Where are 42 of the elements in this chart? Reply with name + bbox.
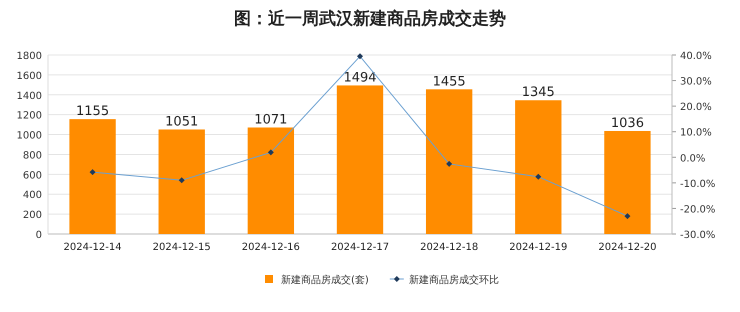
y-tick-label: 1400 [16, 90, 42, 102]
y2-tick-label: -10.0% [680, 178, 716, 190]
y2-tick-label: 30.0% [680, 76, 712, 88]
y-tick-label: 1200 [16, 110, 42, 122]
data-label: 1345 [522, 85, 555, 100]
bar [426, 89, 472, 234]
y2-tick-label: 40.0% [680, 51, 712, 62]
legend-label: 新建商品房成交(套) [281, 274, 369, 286]
bar [248, 127, 294, 234]
data-label: 1155 [76, 104, 110, 120]
y-tick-label: 400 [22, 190, 42, 202]
y-tick-label: 0 [36, 230, 42, 241]
x-tick-label: 2024-12-16 [242, 242, 300, 253]
y-tick-label: 1600 [16, 70, 42, 82]
data-label: 1071 [254, 112, 288, 128]
y-tick-label: 600 [22, 170, 42, 182]
bar [336, 85, 384, 234]
y2-tick-label: 0.0% [680, 153, 706, 164]
data-label: 1494 [343, 70, 377, 86]
data-label: 1051 [165, 114, 198, 130]
y-tick-label: 200 [22, 210, 42, 222]
x-tick-label: 2024-12-18 [420, 242, 478, 253]
legend-label: 新建商品房成交环比 [408, 274, 499, 286]
y-tick-label: 1800 [16, 51, 42, 62]
y2-tick-label: 10.0% [680, 128, 712, 139]
data-label: 1036 [610, 116, 644, 131]
y-tick-label: 800 [22, 150, 42, 162]
x-tick-label: 2024-12-15 [152, 242, 211, 253]
y2-tick-label: -30.0% [680, 230, 716, 241]
chart-title: 图：近一周武汉新建商品房成交走势 [234, 9, 506, 29]
y-tick-label: 1000 [16, 130, 42, 142]
bar [158, 129, 205, 234]
bar [515, 100, 562, 234]
x-tick-label: 2024-12-14 [64, 242, 122, 253]
bar [69, 119, 116, 234]
y2-tick-label: 20.0% [680, 102, 712, 114]
bar [604, 130, 651, 234]
x-tick-label: 2024-12-17 [330, 242, 390, 253]
x-tick-label: 2024-12-20 [598, 242, 656, 253]
data-label: 1455 [432, 74, 466, 90]
x-tick-label: 2024-12-19 [509, 242, 568, 253]
y2-tick-label: -20.0% [680, 204, 716, 216]
